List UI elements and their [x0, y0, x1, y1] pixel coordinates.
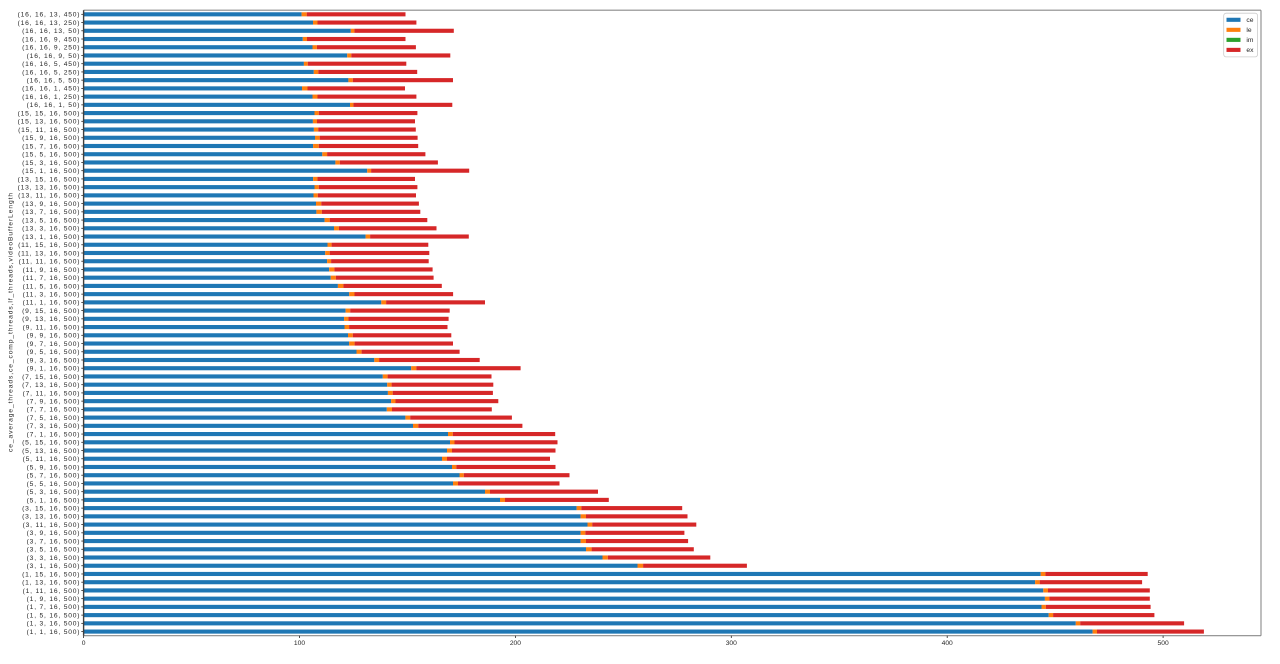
svg-text:(3, 11, 16, 500): (3, 11, 16, 500): [23, 522, 81, 529]
svg-text:(16, 16, 5, 50): (16, 16, 5, 50): [27, 78, 81, 85]
svg-text:(3, 3, 16, 500): (3, 3, 16, 500): [27, 555, 81, 562]
svg-text:(11, 5, 16, 500): (11, 5, 16, 500): [23, 283, 81, 290]
svg-text:(16, 16, 5, 250): (16, 16, 5, 250): [22, 69, 80, 76]
svg-text:500: 500: [1158, 640, 1169, 647]
svg-text:(9, 15, 16, 500): (9, 15, 16, 500): [22, 308, 80, 315]
svg-text:(5, 11, 16, 500): (5, 11, 16, 500): [23, 456, 81, 463]
svg-text:(16, 16, 9, 250): (16, 16, 9, 250): [22, 45, 80, 52]
svg-text:(7, 3, 16, 500): (7, 3, 16, 500): [27, 423, 81, 430]
svg-text:(1, 15, 16, 500): (1, 15, 16, 500): [22, 571, 80, 578]
svg-text:(1, 11, 16, 500): (1, 11, 16, 500): [23, 588, 81, 595]
svg-text:(11, 13, 16, 500): (11, 13, 16, 500): [18, 250, 80, 257]
svg-text:(5, 3, 16, 500): (5, 3, 16, 500): [27, 489, 81, 496]
svg-text:(3, 5, 16, 500): (3, 5, 16, 500): [27, 547, 81, 554]
svg-text:(16, 16, 5, 450): (16, 16, 5, 450): [22, 61, 80, 68]
svg-text:(16, 16, 1, 450): (16, 16, 1, 450): [22, 86, 80, 93]
svg-text:(15, 1, 16, 500): (15, 1, 16, 500): [22, 168, 80, 175]
svg-text:(15, 7, 16, 500): (15, 7, 16, 500): [22, 143, 80, 150]
svg-text:(7, 11, 16, 500): (7, 11, 16, 500): [23, 390, 81, 397]
svg-text:(16, 16, 9, 50): (16, 16, 9, 50): [27, 53, 81, 60]
svg-text:(9, 13, 16, 500): (9, 13, 16, 500): [22, 316, 80, 323]
svg-text:(15, 11, 16, 500): (15, 11, 16, 500): [18, 127, 80, 134]
svg-text:(15, 13, 16, 500): (15, 13, 16, 500): [18, 119, 81, 126]
svg-text:(9, 1, 16, 500): (9, 1, 16, 500): [27, 366, 81, 373]
svg-text:(7, 7, 16, 500): (7, 7, 16, 500): [27, 407, 81, 414]
svg-text:(5, 5, 16, 500): (5, 5, 16, 500): [27, 481, 81, 488]
svg-text:(3, 15, 16, 500): (3, 15, 16, 500): [22, 505, 80, 512]
svg-text:(3, 1, 16, 500): (3, 1, 16, 500): [27, 563, 81, 570]
svg-text:(13, 7, 16, 500): (13, 7, 16, 500): [22, 209, 80, 216]
svg-text:ce: ce: [1246, 17, 1253, 24]
svg-text:(15, 5, 16, 500): (15, 5, 16, 500): [22, 152, 80, 159]
svg-text:(1, 7, 16, 500): (1, 7, 16, 500): [27, 604, 81, 611]
svg-text:(5, 7, 16, 500): (5, 7, 16, 500): [27, 473, 81, 480]
svg-text:(5, 9, 16, 500): (5, 9, 16, 500): [27, 464, 81, 471]
svg-text:(11, 3, 16, 500): (11, 3, 16, 500): [23, 291, 81, 298]
svg-text:(15, 3, 16, 500): (15, 3, 16, 500): [22, 160, 80, 167]
svg-text:(9, 3, 16, 500): (9, 3, 16, 500): [27, 357, 81, 364]
svg-text:(7, 13, 16, 500): (7, 13, 16, 500): [22, 382, 80, 389]
svg-text:(5, 13, 16, 500): (5, 13, 16, 500): [22, 448, 80, 455]
svg-text:(1, 1, 16, 500): (1, 1, 16, 500): [27, 629, 81, 636]
svg-text:(15, 15, 16, 500): (15, 15, 16, 500): [18, 110, 81, 117]
svg-text:le: le: [1246, 27, 1251, 34]
svg-text:(13, 15, 16, 500): (13, 15, 16, 500): [18, 176, 81, 183]
svg-text:(3, 13, 16, 500): (3, 13, 16, 500): [22, 514, 80, 521]
svg-text:ex: ex: [1246, 47, 1254, 54]
svg-text:(1, 13, 16, 500): (1, 13, 16, 500): [22, 580, 80, 587]
svg-text:(5, 1, 16, 500): (5, 1, 16, 500): [27, 497, 81, 504]
svg-text:(16, 16, 13, 50): (16, 16, 13, 50): [22, 28, 80, 35]
svg-text:(7, 9, 16, 500): (7, 9, 16, 500): [27, 398, 81, 405]
svg-text:(16, 16, 9, 450): (16, 16, 9, 450): [22, 36, 80, 43]
svg-text:(13, 5, 16, 500): (13, 5, 16, 500): [22, 217, 80, 224]
svg-text:(7, 5, 16, 500): (7, 5, 16, 500): [27, 415, 81, 422]
svg-text:(9, 11, 16, 500): (9, 11, 16, 500): [23, 324, 81, 331]
svg-text:(13, 1, 16, 500): (13, 1, 16, 500): [22, 234, 80, 241]
svg-text:ce_average_threads,ce_comp_thr: ce_average_threads,ce_comp_threads,lf_th…: [8, 192, 15, 452]
svg-text:(16, 16, 1, 250): (16, 16, 1, 250): [22, 94, 80, 101]
svg-text:im: im: [1246, 37, 1253, 44]
svg-text:(1, 5, 16, 500): (1, 5, 16, 500): [27, 612, 81, 619]
svg-text:(5, 15, 16, 500): (5, 15, 16, 500): [22, 440, 80, 447]
svg-text:300: 300: [726, 640, 737, 647]
svg-text:(13, 3, 16, 500): (13, 3, 16, 500): [22, 226, 80, 233]
svg-text:(1, 9, 16, 500): (1, 9, 16, 500): [27, 596, 81, 603]
svg-text:(9, 7, 16, 500): (9, 7, 16, 500): [27, 341, 81, 348]
svg-text:(11, 11, 16, 500): (11, 11, 16, 500): [19, 259, 81, 266]
svg-text:100: 100: [294, 640, 305, 647]
svg-text:(9, 5, 16, 500): (9, 5, 16, 500): [27, 349, 81, 356]
svg-text:(16, 16, 13, 250): (16, 16, 13, 250): [18, 20, 81, 27]
svg-text:(13, 11, 16, 500): (13, 11, 16, 500): [18, 193, 80, 200]
svg-text:(1, 3, 16, 500): (1, 3, 16, 500): [27, 621, 81, 628]
svg-text:(16, 16, 13, 450): (16, 16, 13, 450): [18, 12, 81, 19]
svg-text:(3, 7, 16, 500): (3, 7, 16, 500): [27, 538, 81, 545]
svg-text:200: 200: [510, 640, 521, 647]
svg-text:(15, 9, 16, 500): (15, 9, 16, 500): [22, 135, 80, 142]
svg-text:400: 400: [942, 640, 953, 647]
svg-text:(11, 9, 16, 500): (11, 9, 16, 500): [23, 267, 81, 274]
svg-text:(3, 9, 16, 500): (3, 9, 16, 500): [27, 530, 81, 537]
svg-text:(11, 1, 16, 500): (11, 1, 16, 500): [23, 300, 81, 307]
svg-text:(7, 1, 16, 500): (7, 1, 16, 500): [27, 431, 81, 438]
svg-text:(11, 15, 16, 500): (11, 15, 16, 500): [18, 242, 80, 249]
svg-text:(9, 9, 16, 500): (9, 9, 16, 500): [27, 333, 81, 340]
svg-text:(13, 13, 16, 500): (13, 13, 16, 500): [18, 185, 81, 192]
svg-text:(13, 9, 16, 500): (13, 9, 16, 500): [22, 201, 80, 208]
svg-text:(16, 16, 1, 50): (16, 16, 1, 50): [27, 102, 81, 109]
svg-text:(7, 15, 16, 500): (7, 15, 16, 500): [22, 374, 80, 381]
svg-text:(11, 7, 16, 500): (11, 7, 16, 500): [23, 275, 81, 282]
svg-text:0: 0: [82, 640, 86, 647]
